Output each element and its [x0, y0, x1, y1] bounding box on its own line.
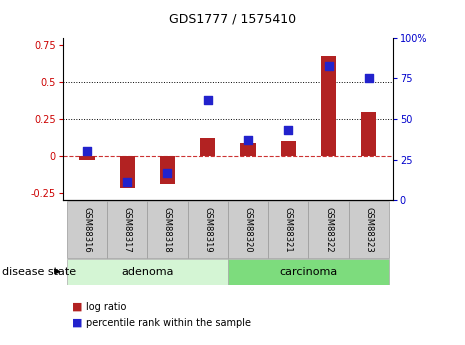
Bar [280, 141, 296, 156]
Point [164, 170, 171, 175]
Point [285, 128, 292, 133]
FancyBboxPatch shape [268, 201, 308, 258]
Point [204, 97, 212, 102]
Text: adenoma: adenoma [121, 267, 173, 277]
Text: GSM88321: GSM88321 [284, 207, 293, 252]
FancyBboxPatch shape [228, 201, 268, 258]
Text: ■: ■ [72, 302, 83, 312]
Bar [160, 156, 175, 184]
Text: GDS1777 / 1575410: GDS1777 / 1575410 [169, 12, 296, 25]
Text: carcinoma: carcinoma [279, 267, 338, 277]
Text: GSM88319: GSM88319 [203, 207, 212, 252]
FancyBboxPatch shape [67, 259, 228, 285]
FancyBboxPatch shape [107, 201, 147, 258]
Point [325, 63, 332, 68]
FancyBboxPatch shape [147, 201, 187, 258]
Text: percentile rank within the sample: percentile rank within the sample [86, 318, 251, 327]
Text: GSM88318: GSM88318 [163, 207, 172, 252]
Point [83, 149, 91, 154]
Bar [321, 56, 336, 156]
Point [365, 76, 372, 81]
Text: GSM88320: GSM88320 [244, 207, 252, 252]
FancyBboxPatch shape [228, 259, 389, 285]
Text: GSM88316: GSM88316 [82, 207, 92, 252]
Bar [79, 156, 94, 160]
Bar [200, 138, 215, 156]
FancyBboxPatch shape [187, 201, 228, 258]
Text: disease state: disease state [2, 267, 76, 276]
Bar [240, 142, 256, 156]
Point [244, 137, 252, 143]
FancyBboxPatch shape [349, 201, 389, 258]
Text: log ratio: log ratio [86, 302, 126, 312]
Point [124, 179, 131, 185]
Text: GSM88323: GSM88323 [364, 207, 373, 252]
Text: GSM88317: GSM88317 [123, 207, 132, 252]
Text: GSM88322: GSM88322 [324, 207, 333, 252]
Bar [120, 156, 135, 188]
FancyBboxPatch shape [308, 201, 349, 258]
Text: ■: ■ [72, 318, 83, 327]
Bar [361, 112, 376, 156]
FancyBboxPatch shape [67, 201, 107, 258]
